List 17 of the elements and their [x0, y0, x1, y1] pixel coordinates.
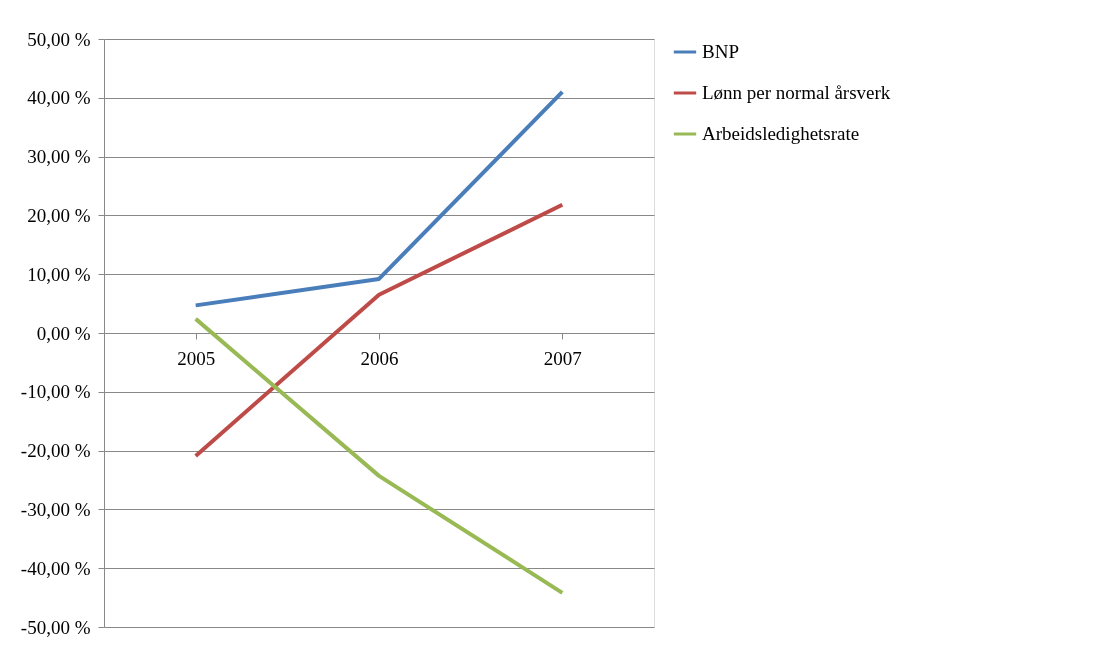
y-tick-label: 40,00 %: [27, 87, 91, 109]
legend-label: BNP: [702, 41, 739, 62]
y-tick-label: -50,00 %: [20, 616, 91, 638]
y-tick-label: 30,00 %: [27, 146, 91, 168]
y-tick-label: 20,00 %: [27, 204, 91, 226]
y-tick-label: 0,00 %: [36, 322, 91, 344]
legend-label: Arbeidsledighetsrate: [702, 123, 860, 144]
y-tick-label: -30,00 %: [20, 498, 91, 520]
x-tick-label: 2006: [360, 347, 399, 369]
y-tick-label: 50,00 %: [27, 28, 91, 50]
x-tick-label: 2005: [177, 347, 216, 369]
x-tick-label: 2007: [543, 347, 582, 369]
legend-label: Lønn per normal årsverk: [702, 82, 891, 103]
y-tick-label: -10,00 %: [20, 381, 91, 403]
y-tick-label: -20,00 %: [20, 440, 91, 462]
y-tick-label: -40,00 %: [20, 557, 91, 579]
y-tick-label: 10,00 %: [27, 263, 91, 285]
